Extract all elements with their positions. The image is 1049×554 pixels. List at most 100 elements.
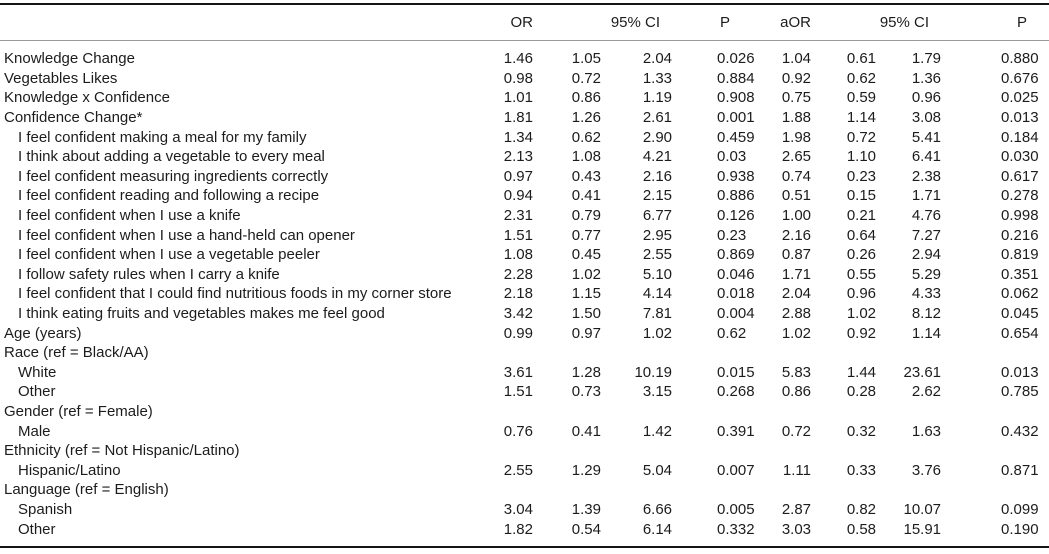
- table-header: OR 95% CI P aOR 95% CI P: [0, 4, 1049, 41]
- cell-ci-low: 1.05: [571, 50, 601, 68]
- cell-p: 0.018: [717, 285, 755, 303]
- table-row: Knowledge x Confidence 1.01 0.86 1.19 0.908 0…: [0, 88, 1049, 108]
- cell-ci-high: 1.19: [642, 89, 673, 107]
- cell-or: 1.01: [503, 89, 533, 107]
- cell-p-adjusted: 0.998: [1001, 207, 1039, 225]
- cell-aor: 0.51: [781, 187, 812, 205]
- cell-ci-low-adjusted: 1.10: [846, 148, 877, 166]
- row-label: I feel confident measuring ingredients c…: [18, 167, 329, 185]
- cell-ci-low-adjusted: 0.21: [846, 207, 877, 225]
- table-row: Other 1.51 0.73 3.15 0.268 0.86 0.28 2.62 0.785: [0, 382, 1049, 402]
- cell-ci-low: 0.79: [571, 207, 601, 225]
- cell-ci-high: 2.55: [642, 246, 673, 264]
- cell-ci-high: 3.15: [642, 383, 673, 401]
- cell-ci-high: [601, 402, 672, 422]
- row-label: Confidence Change*: [4, 109, 143, 127]
- row-label: Hispanic/Latino: [18, 461, 121, 479]
- cell-aor: 2.04: [781, 285, 812, 303]
- cell-or: 1.81: [503, 109, 533, 127]
- cell-p-adjusted: 0.278: [1001, 187, 1039, 205]
- cell-p: 0.026: [717, 50, 755, 68]
- cell-or: 0.97: [503, 167, 533, 185]
- cell-p: 0.391: [717, 422, 755, 440]
- cell-p-adjusted: [941, 402, 1049, 422]
- cell-or: [470, 480, 533, 500]
- cell-ci-high-adjusted: 1.14: [911, 324, 942, 342]
- cell-or: 3.04: [503, 500, 533, 518]
- table-row: I feel confident when I use a hand-held …: [0, 225, 1049, 245]
- table-row: Knowledge Change 1.46 1.05 2.04 0.026 1.04 0.6…: [0, 41, 1049, 69]
- cell-ci-low-adjusted: 0.64: [846, 226, 877, 244]
- cell-p-adjusted: 0.432: [1001, 422, 1039, 440]
- table-row: I feel confident reading and following a…: [0, 186, 1049, 206]
- row-label: Vegetables Likes: [4, 69, 118, 87]
- section-header-row: Gender (ref = Female): [0, 402, 1049, 422]
- section-header-row: Ethnicity (ref = Not Hispanic/Latino): [0, 441, 1049, 461]
- cell-aor: 2.87: [781, 500, 812, 518]
- cell-ci-high: 2.95: [642, 226, 673, 244]
- cell-ci-high-adjusted: 4.33: [911, 285, 942, 303]
- cell-or: 1.51: [503, 226, 533, 244]
- cell-p: 0.886: [717, 187, 755, 205]
- cell-ci-low: 1.02: [571, 265, 601, 283]
- cell-ci-high: 1.02: [642, 324, 673, 342]
- cell-p-adjusted: [941, 480, 1049, 500]
- cell-ci-high-adjusted: 5.41: [911, 128, 942, 146]
- cell-ci-high-adjusted: 2.38: [911, 167, 942, 185]
- cell-ci-low-adjusted: 0.59: [846, 89, 877, 107]
- cell-ci-high: 6.66: [642, 500, 673, 518]
- table-row: White 3.61 1.28 10.19 0.015 5.83 1.44 23.61 0.01…: [0, 363, 1049, 383]
- cell-p: 0.007: [717, 461, 755, 479]
- table-row: Hispanic/Latino 2.55 1.29 5.04 0.007 1.11 0.33…: [0, 460, 1049, 480]
- cell-aor: 1.98: [781, 128, 812, 146]
- cell-ci-high: 1.42: [642, 422, 673, 440]
- cell-ci-high: 5.10: [642, 265, 673, 283]
- cell-aor: 5.83: [781, 363, 812, 381]
- cell-ci-low-adjusted: [811, 402, 876, 422]
- cell-ci-low: 1.39: [571, 500, 601, 518]
- cell-p-adjusted: 0.785: [1001, 383, 1039, 401]
- cell-p-adjusted: 0.871: [1001, 461, 1039, 479]
- cell-ci-low-adjusted: 1.14: [846, 109, 877, 127]
- cell-ci-high-adjusted: [876, 343, 941, 363]
- col-header-ci-unadjusted: 95% CI: [533, 4, 673, 41]
- cell-ci-low: 0.97: [571, 324, 601, 342]
- cell-ci-low-adjusted: 0.33: [846, 461, 877, 479]
- cell-ci-low: [533, 402, 601, 422]
- cell-aor: 0.72: [781, 422, 812, 440]
- cell-ci-high: 2.61: [642, 109, 673, 127]
- cell-ci-low: 0.43: [571, 167, 601, 185]
- cell-ci-low: 0.86: [571, 89, 601, 107]
- cell-p: [672, 480, 756, 500]
- table-row: I feel confident measuring ingredients c…: [0, 167, 1049, 187]
- table-row: I think eating fruits and vegetables mak…: [0, 304, 1049, 324]
- cell-ci-high-adjusted: 1.63: [911, 422, 942, 440]
- cell-ci-high-adjusted: 10.07: [903, 500, 942, 518]
- row-label: Knowledge x Confidence: [4, 89, 170, 107]
- cell-ci-high: 2.90: [642, 128, 673, 146]
- cell-ci-high-adjusted: 4.76: [911, 207, 942, 225]
- cell-p: 0.908: [717, 89, 755, 107]
- cell-p: 0.03: [717, 148, 747, 166]
- cell-p-adjusted: 0.351: [1001, 265, 1039, 283]
- cell-ci-low: 1.08: [571, 148, 601, 166]
- cell-ci-high: 5.04: [642, 461, 673, 479]
- row-label: I feel confident making a meal for my fa…: [18, 128, 307, 146]
- cell-p: 0.046: [717, 265, 755, 283]
- cell-ci-low-adjusted: [811, 441, 876, 461]
- cell-ci-high: [601, 480, 672, 500]
- cell-or: 1.51: [503, 383, 533, 401]
- cell-p-adjusted: 0.062: [1001, 285, 1039, 303]
- cell-ci-low-adjusted: 1.44: [846, 363, 877, 381]
- cell-ci-low-adjusted: 0.32: [846, 422, 877, 440]
- cell-p: [672, 441, 756, 461]
- cell-aor: 1.88: [781, 109, 812, 127]
- cell-ci-low-adjusted: 0.28: [846, 383, 877, 401]
- row-label: Age (years): [4, 324, 82, 342]
- cell-or: [470, 402, 533, 422]
- cell-ci-low-adjusted: 0.61: [846, 50, 877, 68]
- cell-p: 0.015: [717, 363, 755, 381]
- table-row: I think about adding a vegetable to ever…: [0, 147, 1049, 167]
- cell-aor: 2.16: [781, 226, 812, 244]
- cell-or: 1.82: [503, 520, 533, 538]
